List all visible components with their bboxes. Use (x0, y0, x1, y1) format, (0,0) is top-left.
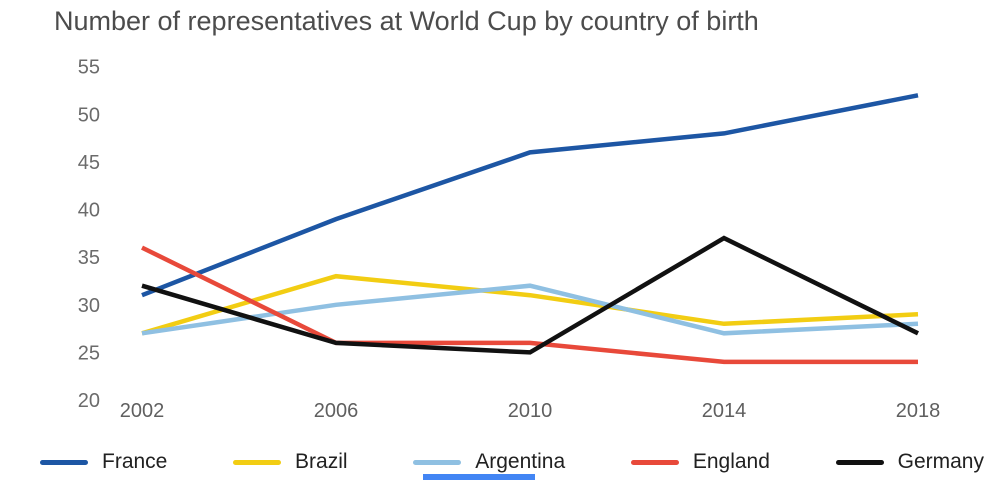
legend: France Brazil Argentina England Germany (40, 448, 984, 476)
x-axis-tick-label: 2010 (508, 400, 553, 422)
legend-label: England (692, 450, 770, 473)
legend-line-swatch-icon (630, 459, 679, 465)
line-series-argentina (141, 283, 919, 336)
x-axis-tick-label: 2002 (120, 400, 165, 422)
legend-label: Germany (897, 450, 984, 473)
line-series-brazil (141, 273, 919, 336)
x-axis-tick-label: 2014 (702, 400, 747, 422)
legend-label: Brazil (295, 450, 348, 473)
legend-line-swatch-icon (233, 459, 282, 465)
legend-item-argentina: Argentina (413, 450, 565, 474)
legend-item-brazil: Brazil (233, 450, 348, 474)
y-axis-tick-label: 35 (78, 247, 100, 269)
line-series-germany (141, 235, 919, 355)
y-axis-tick-label: 45 (78, 152, 100, 174)
y-axis-tick-label: 20 (78, 390, 100, 412)
y-axis-tick-label: 30 (78, 295, 100, 317)
x-axis-tick-label: 2018 (896, 400, 941, 422)
legend-line-swatch-icon (835, 459, 884, 465)
y-axis-tick-label: 25 (78, 342, 100, 364)
y-axis-tick-label: 55 (78, 57, 100, 79)
legend-item-england: England (630, 450, 770, 474)
bottom-blue-bar (423, 474, 535, 480)
y-axis-tick-label: 40 (78, 200, 100, 222)
legend-line-swatch-icon (40, 459, 88, 465)
line-series-england (141, 245, 918, 365)
line-series-france (141, 93, 919, 298)
legend-item-germany: Germany (835, 450, 984, 474)
legend-label: Argentina (475, 450, 566, 473)
legend-label: France (102, 450, 168, 473)
chart-title: Number of representatives at World Cup b… (54, 6, 759, 36)
legend-item-france: France (40, 450, 167, 474)
x-axis-tick-label: 2006 (314, 400, 359, 422)
legend-line-swatch-icon (413, 459, 462, 465)
y-axis-tick-label: 50 (78, 104, 100, 126)
